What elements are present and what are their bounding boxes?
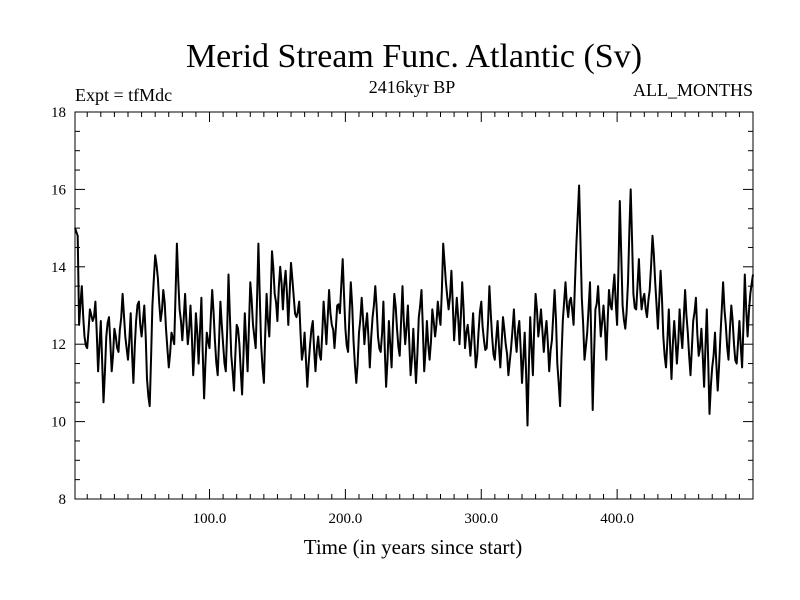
y-tick-label-10: 10: [51, 415, 66, 431]
subtitle-right: ALL_MONTHS: [633, 80, 753, 100]
series-line: [74, 184, 754, 427]
y-tick-label-18: 18: [51, 105, 66, 121]
minor-ticks: [75, 112, 753, 499]
chart-title: Merid Stream Func. Atlantic (Sv): [186, 38, 642, 75]
x-axis-label: Time (in years since start): [304, 535, 523, 559]
y-tick-label-12: 12: [51, 337, 66, 353]
x-tick-labels: 100.0 200.0 300.0 400.0: [193, 511, 634, 527]
y-tick-labels: 8 10 12 14 16 18: [51, 105, 67, 508]
major-ticks: [75, 111, 753, 500]
x-tick-label-400: 400.0: [600, 511, 634, 527]
plot-frame: [74, 111, 754, 500]
x-tick-label-300: 300.0: [464, 511, 498, 527]
y-tick-label-8: 8: [59, 492, 67, 508]
subtitle-left: Expt = tfMdc: [75, 85, 172, 105]
x-tick-label-100: 100.0: [193, 511, 227, 527]
y-tick-label-16: 16: [51, 182, 67, 198]
subtitle-center: 2416kyr BP: [369, 77, 456, 97]
x-tick-label-200: 200.0: [329, 511, 363, 527]
y-tick-label-14: 14: [51, 260, 67, 276]
